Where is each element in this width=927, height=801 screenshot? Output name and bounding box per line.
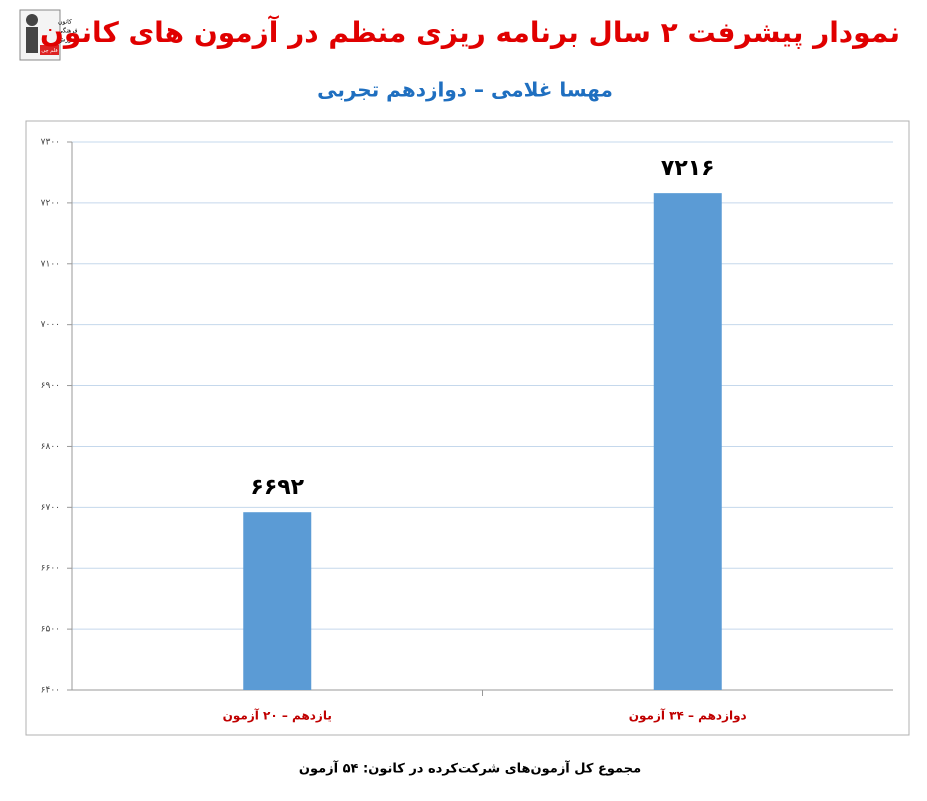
x-tick-label: دوازدهم – ۳۴ آزمون (629, 708, 747, 724)
y-tick-label: ۷۲۰۰ (41, 198, 60, 208)
y-tick-label: ۷۰۰۰ (41, 320, 60, 330)
logo-icon (26, 14, 38, 26)
logo-text: قلم چی (41, 48, 58, 54)
plot-frame (25, 120, 910, 736)
x-tick-label: یازدهم – ۲۰ آزمون (223, 708, 332, 724)
y-tick-label: ۶۷۰۰ (41, 503, 60, 513)
chart-title: نمودار پیشرفت ۲ سال برنامه ریزی منظم در … (40, 15, 900, 49)
data-label: ۷۲۱۶ (661, 156, 715, 181)
logo-text: کانون (58, 19, 72, 26)
y-tick-label: ۶۴۰۰ (41, 686, 60, 696)
y-tick-label: ۶۹۰۰ (41, 381, 60, 391)
y-tick-label: ۶۵۰۰ (41, 625, 60, 635)
logo-icon (26, 27, 38, 53)
y-tick-label: ۷۱۰۰ (41, 259, 60, 269)
bar (653, 193, 722, 690)
footer-note: مجموع کل آزمون‌های شرکت‌کرده در کانون: ۵… (299, 760, 641, 777)
chart-subtitle: مهسا غلامی – دوازدهم تجربی (317, 78, 613, 102)
logo: کانون فرهنگی آموزش قلم چی (19, 9, 78, 61)
y-tick-label: ۶۸۰۰ (41, 442, 60, 452)
logo-text: فرهنگی (58, 27, 78, 35)
logo-badge (40, 45, 59, 55)
bar (243, 512, 312, 690)
logo-text: آموزش (58, 35, 77, 44)
data-label: ۶۶۹۲ (250, 475, 304, 500)
y-tick-label: ۶۶۰۰ (41, 564, 60, 574)
y-tick-label: ۷۳۰۰ (41, 138, 60, 148)
